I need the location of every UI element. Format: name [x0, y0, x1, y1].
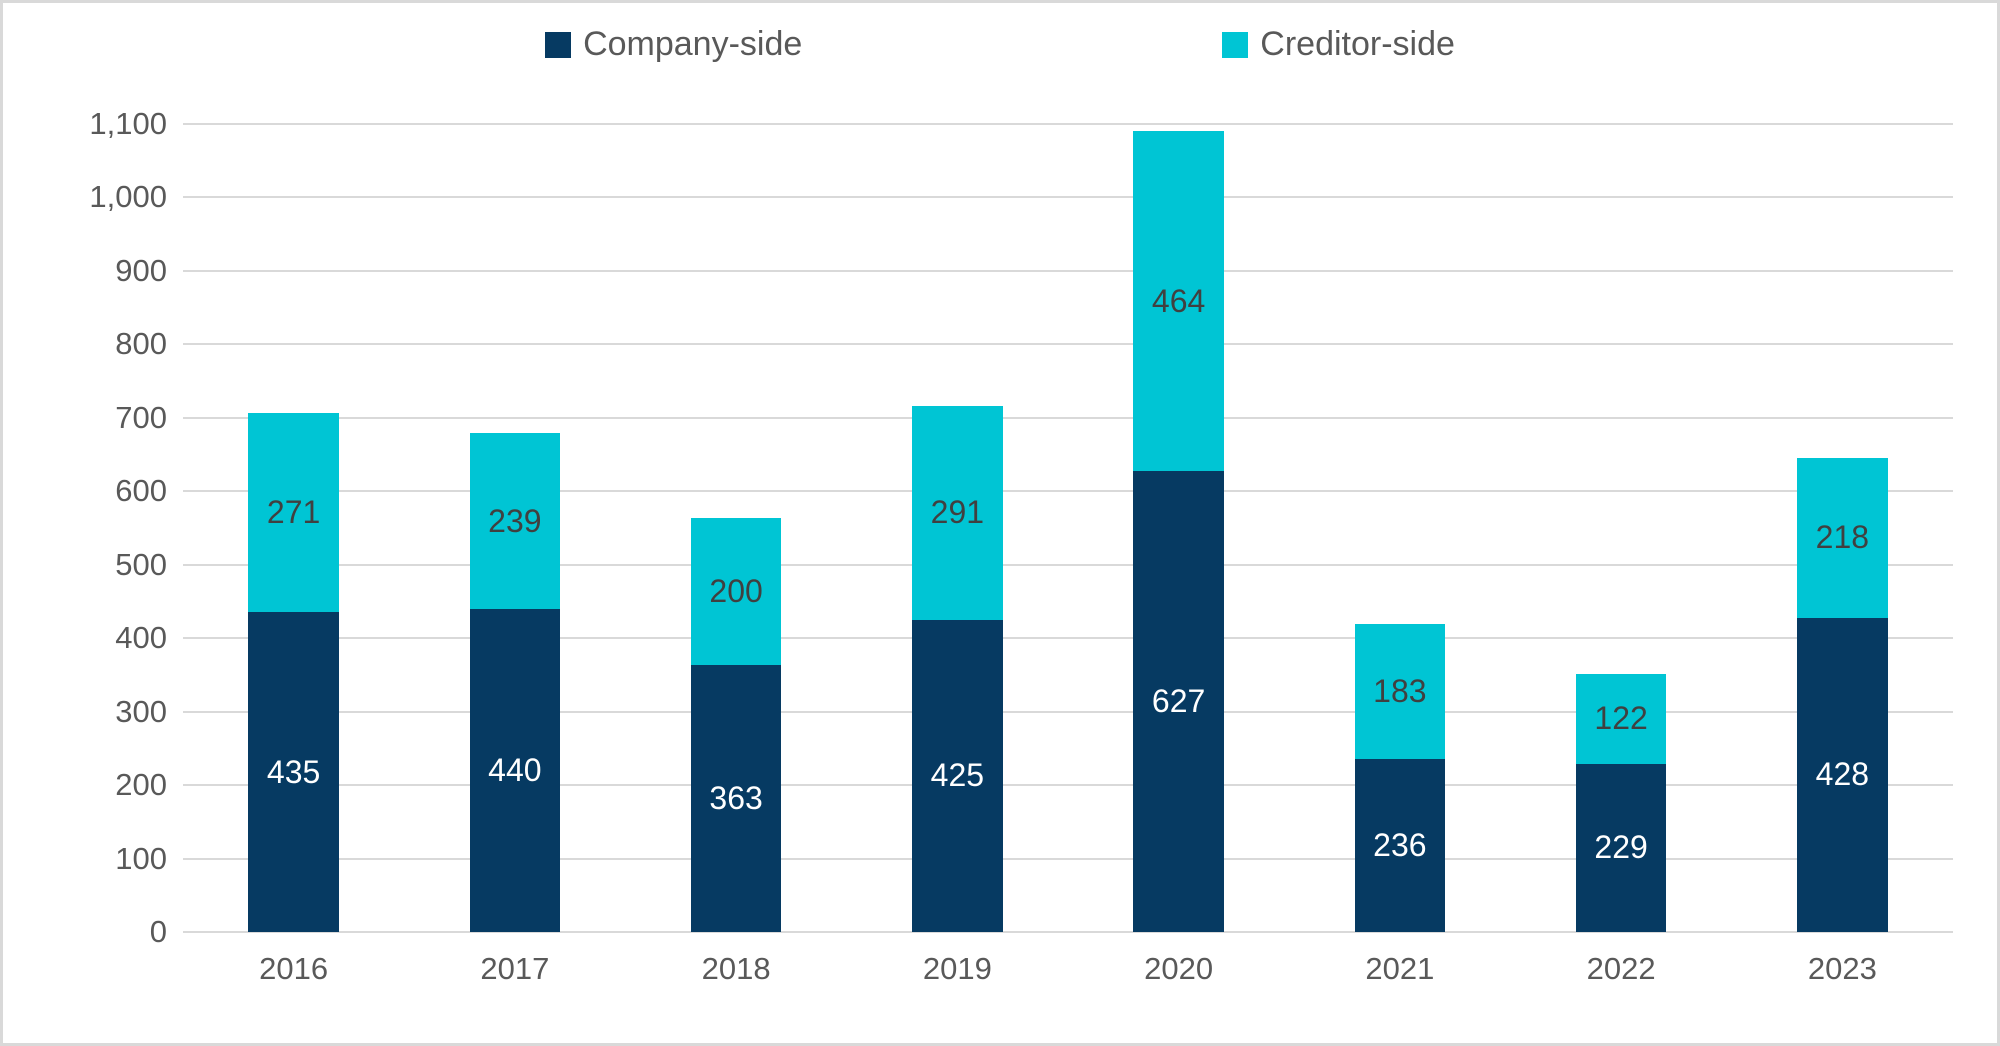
- legend-label-creditor-side: Creditor-side: [1260, 25, 1455, 63]
- value-label: 627: [1151, 683, 1206, 720]
- bar-column-2019: 291 425: [847, 124, 1068, 932]
- segment-2017-company-side: 440: [469, 608, 561, 932]
- x-axis: 2016 2017 2018 2019 2020 2021 2022 2023: [183, 951, 1953, 987]
- y-axis-tick-label: 100: [115, 840, 167, 876]
- gridline: [183, 269, 1953, 272]
- x-axis-tick-label: 2022: [1586, 951, 1656, 986]
- value-label: 425: [930, 757, 985, 794]
- x-axis-tick-label: 2020: [1144, 951, 1214, 986]
- segment-2021-company-side: 236: [1354, 758, 1446, 932]
- value-label: 122: [1594, 700, 1648, 737]
- segment-2022-company-side: 229: [1575, 763, 1667, 932]
- legend-item-company-side: Company-side: [545, 25, 802, 64]
- segment-2023-company-side: 428: [1797, 617, 1888, 932]
- legend-swatch-company-side: [545, 31, 572, 58]
- stacked-bar-2018: 200 363: [690, 124, 782, 932]
- segment-2020-creditor-side: 464: [1133, 130, 1224, 472]
- bar-column-2021: 183 236: [1289, 124, 1510, 932]
- value-label: 239: [488, 502, 542, 539]
- gridline: [183, 857, 1953, 860]
- stacked-bar-2023: 218 428: [1797, 124, 1888, 932]
- segment-2019-creditor-side: 291: [912, 406, 1003, 620]
- bars-layer: 271 435 239 440 200 363 291 425 464 627 183 236 122 2…: [183, 124, 1953, 932]
- legend-item-creditor-side: Creditor-side: [1222, 25, 1455, 64]
- stacked-bar-2017: 239 440: [469, 124, 561, 932]
- value-label: 183: [1373, 672, 1427, 709]
- value-label: 271: [266, 494, 321, 531]
- segment-2016-company-side: 435: [248, 612, 339, 932]
- plot-area: 271 435 239 440 200 363 291 425 464 627 183 236 122 2…: [183, 123, 1953, 933]
- value-label: 464: [1151, 282, 1206, 319]
- y-axis-tick-label: 800: [115, 326, 167, 362]
- y-axis-tick-label: 0: [149, 914, 167, 949]
- segment-2022-creditor-side: 122: [1575, 674, 1667, 764]
- y-axis-tick-label: 400: [115, 620, 167, 656]
- value-label: 435: [266, 753, 321, 790]
- gridline: [183, 784, 1953, 787]
- y-axis: 0 100 200 300 400 500 600 700 800 900 1,000 1,100: [3, 106, 183, 949]
- x-axis-tick-label: 2023: [1807, 951, 1877, 986]
- value-label: 229: [1594, 829, 1648, 866]
- value-label: 218: [1815, 519, 1870, 556]
- bar-column-2018: 200 363: [626, 124, 847, 932]
- stacked-bar-2019: 291 425: [912, 124, 1003, 932]
- segment-2016-creditor-side: 271: [248, 413, 339, 613]
- x-axis-tick-label: 2017: [480, 951, 550, 986]
- gridline: [183, 710, 1953, 713]
- segment-2023-creditor-side: 218: [1797, 457, 1888, 618]
- value-label: 291: [930, 494, 985, 531]
- segment-2021-creditor-side: 183: [1354, 624, 1446, 759]
- y-axis-tick-label: 700: [115, 399, 167, 435]
- gridline: [183, 931, 1953, 933]
- gridline: [183, 563, 1953, 566]
- stacked-bar-2021: 183 236: [1354, 124, 1446, 932]
- x-axis-tick-label: 2019: [922, 951, 992, 986]
- y-axis-tick-label: 600: [115, 473, 167, 509]
- value-label: 236: [1373, 826, 1427, 863]
- y-axis-tick-label: 300: [115, 693, 167, 729]
- gridline: [183, 490, 1953, 493]
- value-label: 363: [709, 780, 763, 817]
- x-axis-tick-label: 2021: [1365, 951, 1435, 986]
- x-axis-tick-label: 2018: [701, 951, 771, 986]
- gridline: [183, 196, 1953, 199]
- segment-2017-creditor-side: 239: [469, 433, 561, 609]
- y-axis-tick-label: 200: [115, 767, 167, 803]
- legend: Company-side Creditor-side: [3, 25, 1997, 64]
- y-axis-tick-label: 500: [115, 546, 167, 582]
- gridline: [183, 416, 1953, 419]
- segment-2019-company-side: 425: [912, 619, 1003, 932]
- gridline: [183, 637, 1953, 640]
- segment-2020-company-side: 627: [1133, 471, 1224, 932]
- segment-2018-creditor-side: 200: [690, 518, 782, 666]
- y-axis-tick-label: 1,000: [89, 179, 167, 215]
- value-label: 440: [488, 751, 542, 788]
- bar-column-2017: 239 440: [404, 124, 625, 932]
- x-axis-tick-label: 2016: [259, 951, 329, 986]
- bar-column-2022: 122 229: [1511, 124, 1732, 932]
- stacked-bar-2016: 271 435: [248, 124, 339, 932]
- legend-label-company-side: Company-side: [583, 25, 803, 63]
- legend-swatch-creditor-side: [1222, 31, 1249, 58]
- bar-column-2023: 218 428: [1732, 124, 1953, 932]
- value-label: 200: [709, 573, 763, 610]
- value-label: 428: [1815, 756, 1870, 793]
- stacked-bar-2020: 464 627: [1133, 124, 1224, 932]
- y-axis-tick-label: 1,100: [89, 106, 167, 141]
- segment-2018-company-side: 363: [690, 665, 782, 932]
- bar-column-2020: 464 627: [1068, 124, 1289, 932]
- y-axis-tick-label: 900: [115, 252, 167, 288]
- bar-column-2016: 271 435: [183, 124, 404, 932]
- gridline: [183, 343, 1953, 346]
- stacked-bar-2022: 122 229: [1575, 124, 1667, 932]
- gridline: [183, 123, 1953, 125]
